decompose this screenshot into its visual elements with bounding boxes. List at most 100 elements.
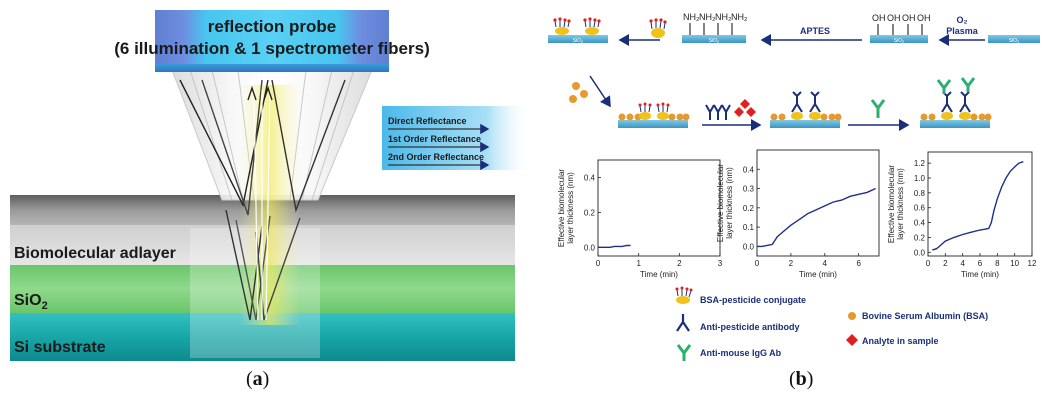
y-tick-label: 0.1 (743, 223, 755, 232)
caption-a: (a) (246, 368, 270, 390)
y-tick-label: 0.2 (914, 233, 926, 242)
o2-label: O₂ (957, 15, 968, 25)
nh2-label-3: NH₂ (715, 12, 732, 22)
x-axis-label: Time (min) (640, 270, 678, 279)
slide-antibody-bound (770, 91, 842, 128)
yellow-beam (240, 85, 300, 325)
slide-aptes: SiO2 NH₂ NH₂ NH₂ NH₂ (682, 12, 748, 44)
y-tick-label: 0.6 (914, 204, 926, 213)
legend-anti-pesticide-text: Anti-pesticide antibody (700, 322, 800, 332)
legend-anti-mouse-icon (676, 344, 692, 361)
oh-label-4: OH (917, 13, 931, 23)
x-axis-label: Time (min) (799, 270, 837, 279)
inner-cone-lines (189, 69, 355, 201)
legend-direct: Direct Reflectance (388, 116, 467, 126)
series-line (757, 187, 876, 248)
x-tick-label: 0 (926, 259, 931, 268)
x-tick-label: 10 (1010, 259, 1019, 268)
panel-b: SiO2 SiO2 NH₂ NH₂ NH₂ NH₂ APTES (548, 12, 1040, 361)
species-legend: BSA-pesticide conjugate Bovine Serum Alb… (675, 286, 988, 361)
slide-final (920, 77, 992, 128)
chart-1: 0 1 2 3 0.0 0.2 0.4 Time (min) Effective biomole… (557, 159, 723, 279)
x-tick-label: 1 (636, 259, 641, 268)
aptes-label: APTES (800, 26, 830, 36)
x-axis-label: Time (min) (961, 270, 999, 279)
legend-analyte-text: Analyte in sample (862, 336, 939, 346)
panel-a: reflection probe (6 illumination & 1 spe… (10, 10, 532, 361)
chart-2: 0 2 4 6 0.0 0.1 0.2 0.3 0.4 Time (min) Effective b… (716, 149, 880, 279)
legend-bsa-icon (848, 312, 856, 320)
legend-anti-mouse-text: Anti-mouse IgG Ab (700, 348, 782, 358)
plasma-label: Plasma (946, 26, 979, 36)
slide-blocked (618, 102, 690, 128)
bsa-pesticide-blob (553, 17, 601, 35)
probe-body (155, 10, 389, 68)
legend-bsa-text: Bovine Serum Albumin (BSA) (862, 311, 988, 321)
y-tick-label: 0.8 (914, 189, 926, 198)
nh2-label-2: NH₂ (699, 12, 716, 22)
x-tick-label: 2 (789, 259, 794, 268)
svg-text:SiO2: SiO2 (894, 38, 905, 44)
slide-sio2-text: SiO (573, 38, 581, 44)
x-tick-label: 0 (755, 259, 760, 268)
y-tick-label: 1.2 (914, 159, 926, 168)
y-tick-label: 0.0 (584, 243, 596, 252)
reflectance-legend: Direct Reflectance 1st Order Reflectance… (382, 106, 532, 171)
x-tick-label: 4 (823, 259, 828, 268)
svg-text:SiO2: SiO2 (709, 38, 720, 44)
legend-bsa-pesticide-text: BSA-pesticide conjugate (700, 295, 806, 305)
caption-b: (b) (789, 368, 814, 390)
x-tick-label: 6 (856, 259, 861, 268)
x-tick-label: 6 (978, 259, 983, 268)
probe-bottom-rim (155, 64, 389, 72)
legend-bsa-pesticide-icon (675, 286, 693, 304)
legend-anti-pesticide-icon (676, 314, 690, 332)
legend-analyte-icon (846, 334, 858, 346)
legend-first-order: 1st Order Reflectance (388, 134, 481, 144)
legend-second-order: 2nd Order Reflectance (388, 152, 484, 162)
chart-frame (927, 151, 1033, 257)
y-tick-label: 0.2 (743, 204, 755, 213)
series-line (932, 161, 1024, 251)
svg-text:SiO2: SiO2 (573, 38, 584, 44)
x-tick-label: 12 (1028, 259, 1037, 268)
nh2-label-4: NH₂ (731, 12, 748, 22)
x-tick-label: 3 (718, 259, 723, 268)
y-tick-label: 0.4 (743, 165, 755, 174)
free-bsa-pesticide-icon (649, 18, 667, 38)
caption-a-letter: a (252, 368, 263, 390)
probe-title-line2: (6 illumination & 1 spectrometer fibers) (114, 39, 430, 58)
y-tick-label: 0.4 (914, 219, 926, 228)
y-tick-label: 1.0 (914, 174, 926, 183)
free-bsa-icon (569, 82, 588, 103)
x-tick-label: 2 (943, 259, 948, 268)
caption-b-letter: b (795, 368, 807, 390)
y-tick-label: 0.3 (743, 185, 755, 194)
y-axis-label: Effective biomolecularlayer thickness (n… (716, 164, 734, 242)
x-tick-label: 4 (960, 259, 965, 268)
y-tick-label: 0.4 (584, 173, 596, 182)
chart-frame (756, 149, 880, 257)
secondary-antibody-icon (870, 99, 886, 118)
x-tick-label: 8 (995, 259, 1000, 268)
svg-text:SiO2: SiO2 (1009, 38, 1020, 44)
series-line (598, 244, 631, 249)
y-tick-label: 0.2 (584, 208, 596, 217)
label-sio2: SiO2 (14, 292, 48, 312)
reflection-rays (179, 79, 346, 321)
label-si-substrate: Si substrate (14, 339, 106, 356)
y-axis-label: Effective biomolecularlayer thickness (n… (887, 165, 905, 243)
oh-label-3: OH (902, 13, 916, 23)
oh-label-1: OH (872, 13, 886, 23)
y-tick-label: 0.0 (743, 242, 755, 251)
chart-frame (597, 159, 721, 257)
x-tick-label: 0 (596, 259, 601, 268)
slide-bare: SiO2 (988, 35, 1040, 44)
slide-bsa-conjugate: SiO2 (548, 17, 608, 44)
probe-title-line1: reflection probe (208, 17, 336, 36)
oh-label-2: OH (887, 13, 901, 23)
arrow-diagonal (589, 75, 611, 108)
